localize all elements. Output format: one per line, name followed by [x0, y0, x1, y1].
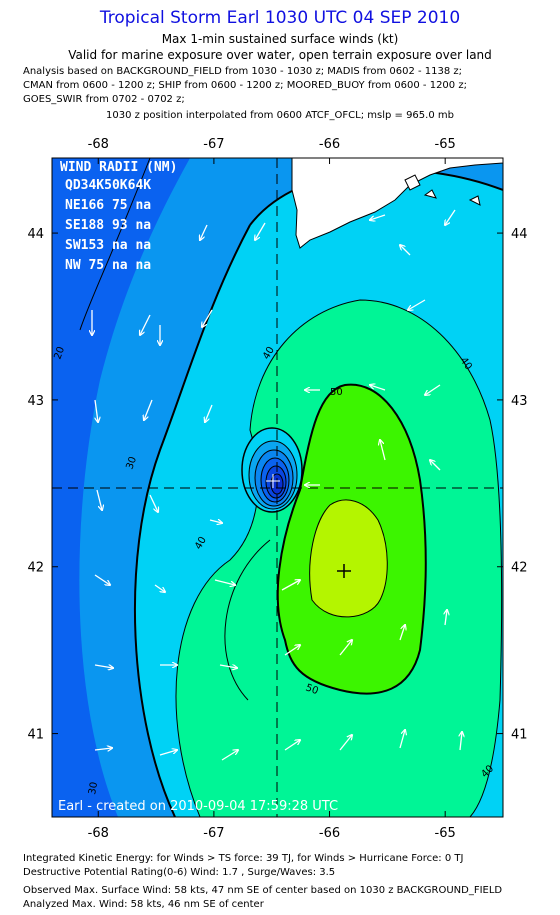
lon-tick-label: -65 [435, 826, 456, 841]
subtitle-exposure: Valid for marine exposure over water, op… [68, 48, 492, 62]
contour-label: 30 [87, 781, 100, 795]
wind-arrow [460, 732, 462, 751]
plot-frame [51, 157, 504, 818]
lon-tick-label: -66 [319, 137, 340, 152]
analysis-line: Analysis based on BACKGROUND_FIELD from … [23, 66, 463, 77]
lon-tick-label: -67 [203, 826, 224, 841]
max-wind-marker [337, 564, 351, 578]
observed-max-line: Observed Max. Surface Wind: 58 kts, 47 n… [23, 885, 503, 896]
wind-arrow [159, 750, 177, 756]
wind-arrow [380, 440, 386, 461]
lat-tick-label: 42 [511, 561, 528, 576]
analyzed-max-line: Analyzed Max. Wind: 58 kts, 46 nm SE of … [23, 899, 264, 910]
radii-row-ne: NE166 75 na [65, 198, 151, 213]
subtitle-winds: Max 1-min sustained surface winds (kt) [161, 32, 399, 46]
vortex-center [241, 427, 303, 513]
dpr-line: Destructive Potential Rating(0-6) Wind: … [23, 867, 336, 878]
lat-tick-label: 42 [27, 561, 44, 576]
lat-tick-label: 41 [27, 728, 44, 743]
lon-tick-label: -66 [319, 826, 340, 841]
wind-arrow [200, 224, 208, 240]
wind-arrow [219, 665, 237, 668]
wind-arrow [154, 584, 165, 592]
lat-tick-label: 41 [511, 728, 528, 743]
wind-arrow [140, 314, 151, 335]
lon-tick-label: -65 [435, 137, 456, 152]
contour-label: 50 [330, 387, 343, 398]
wind-arrow [202, 309, 213, 327]
wind-arrow [205, 404, 213, 422]
wind-arrow [221, 750, 238, 761]
wind-arrow [94, 665, 113, 668]
lat-tick-label: 43 [511, 394, 528, 409]
wind-arrow [445, 610, 447, 626]
axis-ticks: -68 -68 -67 -67 -66 -66 -65 -65 44 44 43 43 42 42 41 41 [27, 137, 527, 841]
radii-header: QD34K50K64K [65, 178, 151, 193]
wind-arrow [144, 399, 153, 420]
radii-row-nw: NW 75 na na [65, 258, 151, 273]
contour-label: 30 [124, 455, 139, 471]
lon-tick-label: -68 [88, 137, 109, 152]
wind-radii-table: WIND RADII (NM) QD34K50K64K NE166 75 na … [60, 160, 177, 273]
lat-tick-label: 44 [511, 227, 528, 242]
ike-line: Integrated Kinetic Energy: for Winds > T… [23, 853, 464, 864]
wind-arrow [339, 640, 352, 656]
wind-arrow [425, 384, 441, 395]
lon-tick-label: -67 [203, 137, 224, 152]
credit-text: Earl - created on 2010-09-04 17:59:28 UT… [58, 799, 338, 814]
wind-arrow [399, 730, 405, 749]
wind-arrow [281, 580, 300, 591]
wind-arrow [94, 574, 110, 585]
wind-band-gt60 [309, 500, 388, 617]
wind-arrow [149, 494, 158, 512]
land-nova-scotia [291, 158, 503, 249]
contour-label: 50 [304, 682, 320, 697]
wind-arrow [370, 385, 386, 391]
wind-arrow [94, 748, 112, 750]
wind-arrow [339, 735, 352, 751]
analysis-line: CMAN from 0600 - 1200 z; SHIP from 0600 … [23, 80, 467, 91]
storm-center-marker [266, 474, 280, 488]
chart-title: Tropical Storm Earl 1030 UTC 04 SEP 2010 [99, 8, 461, 28]
lat-tick-label: 44 [27, 227, 44, 242]
wind-arrow [214, 579, 235, 585]
wind-arrow [399, 625, 405, 641]
radii-title: WIND RADII (NM) [60, 160, 177, 175]
contour-label: 20 [52, 345, 67, 361]
radii-row-sw: SW153 na na [65, 238, 151, 253]
wind-arrow [209, 520, 222, 523]
wind-arrow [95, 399, 98, 422]
wind-arrow [370, 214, 386, 220]
wind-arrow [445, 209, 456, 225]
wind-vectors [92, 209, 462, 761]
wind-arrow [430, 460, 441, 471]
wind-arrow [305, 218, 323, 220]
wind-arrow [96, 489, 102, 510]
analysis-line: GOES_SWIR from 0702 - 0702 z; [23, 94, 185, 105]
position-line: 1030 z position interpolated from 0600 A… [106, 110, 454, 121]
wind-arrow [284, 645, 300, 656]
wind-arrow [408, 299, 426, 310]
lat-tick-label: 43 [27, 394, 44, 409]
wind-arrow [284, 740, 300, 751]
lon-tick-label: -68 [88, 826, 109, 841]
wind-arrow [400, 245, 411, 256]
wind-arrow [255, 222, 266, 240]
radii-row-se: SE188 93 na [65, 218, 151, 233]
